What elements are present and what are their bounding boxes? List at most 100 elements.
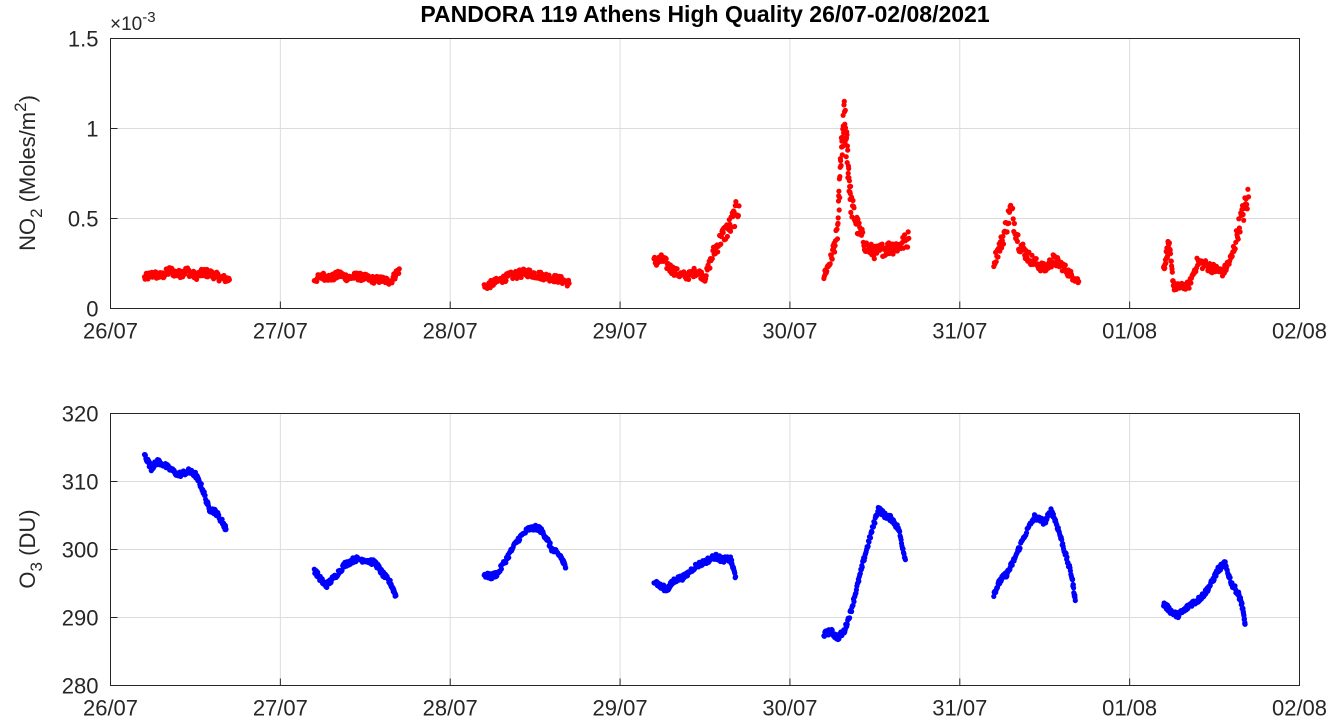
data-point (853, 587, 860, 593)
data-point (860, 229, 866, 235)
data-point (1070, 576, 1076, 583)
data-point (1015, 232, 1021, 238)
data-point (834, 236, 841, 242)
data-point (563, 565, 569, 571)
data-point (1240, 211, 1246, 218)
x-tick-label: 29/07 (593, 696, 648, 721)
data-point (1245, 186, 1251, 192)
data-point (851, 599, 857, 605)
no2-panel: 0 0.5 1 1.5 26/07 27/07 28/07 29/07 30/07 31/07 0… (11, 9, 1327, 344)
data-point (720, 230, 726, 236)
data-point (845, 147, 851, 153)
no2-series (141, 98, 1252, 293)
o3-series (141, 452, 1248, 643)
data-point (718, 233, 725, 240)
x-tick-label: 28/07 (423, 696, 478, 721)
data-point (1023, 530, 1030, 536)
data-point (1062, 262, 1068, 268)
data-point (202, 492, 208, 498)
data-point (1229, 253, 1235, 259)
x-tick-label: 31/07 (932, 696, 987, 721)
data-point (900, 546, 906, 552)
data-point (834, 226, 840, 232)
data-point (851, 205, 857, 211)
no2-axes-box (110, 38, 1300, 309)
data-point (1236, 225, 1242, 231)
data-point (1166, 240, 1172, 246)
data-point (1169, 269, 1175, 275)
data-point (869, 529, 875, 535)
data-segment-01-08 (1161, 186, 1252, 293)
data-point (849, 608, 855, 615)
data-point (1071, 585, 1077, 591)
data-point (846, 165, 852, 172)
data-point (842, 125, 849, 131)
data-point (198, 481, 204, 487)
data-point (1239, 600, 1245, 607)
data-point (733, 574, 739, 580)
data-point (897, 529, 903, 535)
data-point (1244, 206, 1250, 212)
data-point (832, 249, 838, 255)
data-point (735, 213, 742, 219)
data-point (1162, 265, 1168, 271)
data-point (1235, 236, 1241, 242)
data-segment-27-07 (311, 266, 402, 287)
data-point (730, 213, 736, 220)
data-segment-26-07 (141, 265, 232, 285)
data-point (842, 107, 848, 113)
data-segment-28-07 (481, 522, 569, 582)
data-point (859, 564, 865, 570)
data-point (1004, 229, 1010, 235)
data-point (1186, 285, 1192, 291)
data-point (1241, 217, 1247, 223)
x-tick-label: 26/07 (83, 319, 138, 344)
data-point (1245, 194, 1252, 200)
data-point (850, 197, 856, 204)
data-point (905, 244, 911, 250)
data-point (843, 154, 849, 160)
data-point (839, 152, 845, 158)
data-point (837, 174, 843, 180)
data-point (856, 578, 862, 584)
data-point (1168, 258, 1174, 264)
data-point (999, 245, 1005, 251)
data-point (1076, 278, 1082, 285)
data-point (547, 540, 553, 546)
data-point (1011, 220, 1018, 227)
data-point (1244, 201, 1250, 208)
x-tick-label: 01/08 (1102, 319, 1157, 344)
data-point (506, 555, 512, 561)
data-point (832, 243, 838, 249)
data-point (503, 278, 509, 284)
data-point (872, 520, 878, 526)
data-point (846, 178, 853, 184)
data-point (324, 584, 330, 591)
y-tick-label: 320 (62, 402, 99, 427)
data-point (1033, 256, 1039, 262)
data-point (847, 615, 853, 621)
data-point (838, 158, 844, 164)
data-point (1014, 238, 1021, 244)
x-tick-label: 27/07 (253, 696, 308, 721)
data-point (727, 228, 734, 234)
data-point (1064, 554, 1070, 560)
data-point (732, 223, 738, 230)
y-tick-label: 0.5 (68, 207, 99, 232)
data-point (1006, 220, 1012, 226)
data-point (1048, 264, 1054, 270)
y-tick-label: 300 (62, 538, 99, 563)
data-point (845, 170, 851, 176)
x-tick-label: 02/08 (1272, 319, 1327, 344)
data-point (674, 266, 680, 272)
data-point (1010, 216, 1016, 222)
data-point (824, 268, 830, 274)
data-segment-28-07 (481, 266, 572, 291)
data-point (838, 162, 844, 169)
data-segment-31-07 (991, 202, 1082, 286)
data-point (827, 261, 833, 267)
data-segment-27-07 (311, 554, 399, 599)
data-point (393, 593, 399, 599)
data-point (835, 220, 841, 226)
